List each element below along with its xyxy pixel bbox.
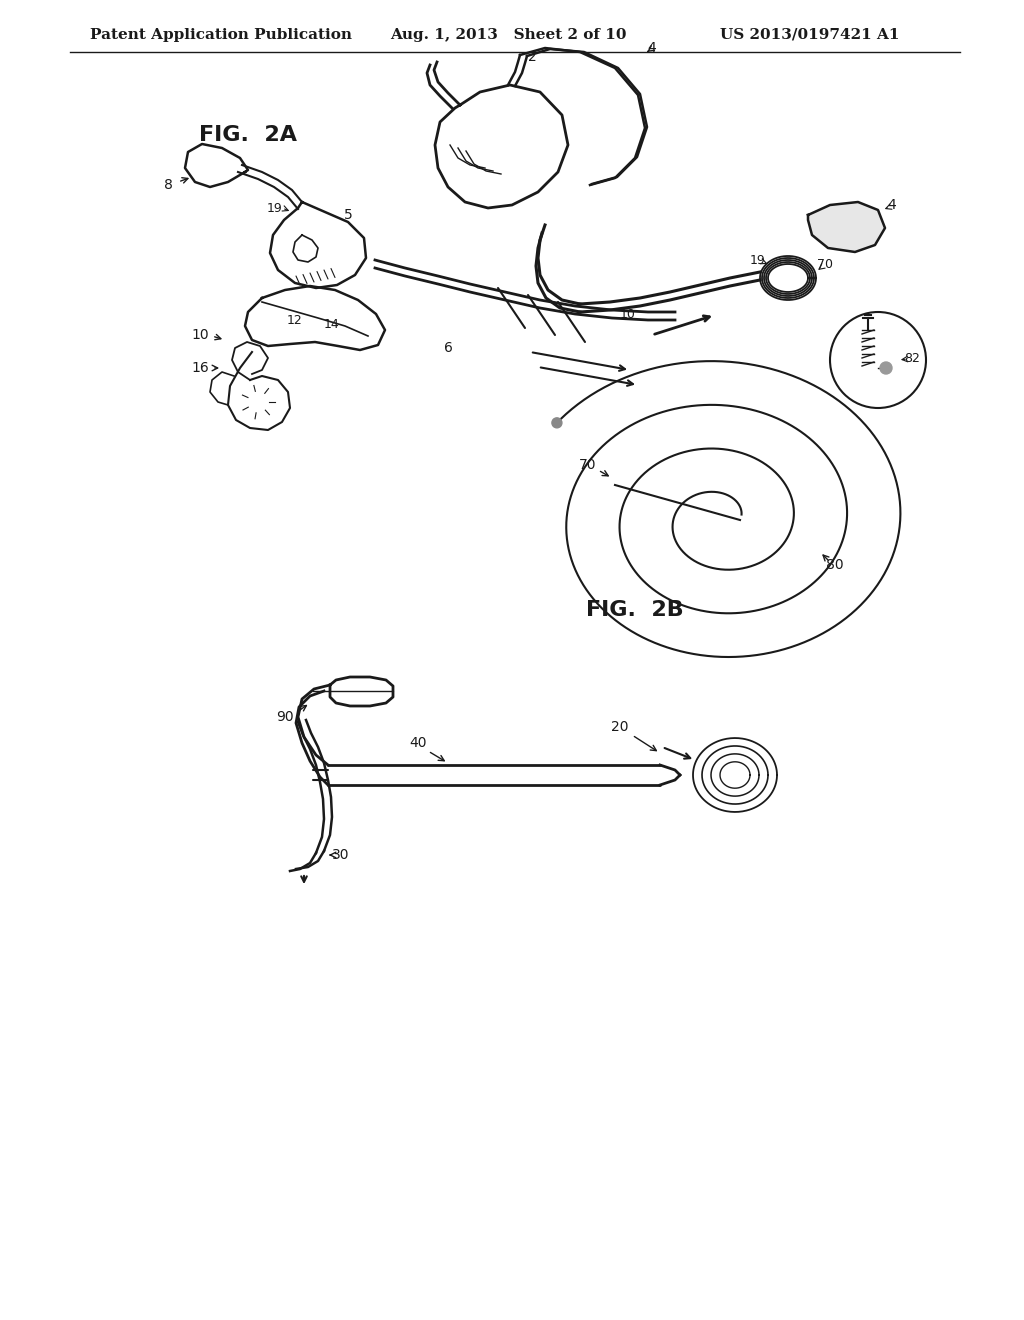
Polygon shape — [808, 202, 885, 252]
Text: 12: 12 — [287, 314, 303, 326]
Text: 16: 16 — [191, 360, 209, 375]
Text: 82: 82 — [904, 351, 920, 364]
Text: 80: 80 — [826, 558, 844, 572]
Text: 19: 19 — [751, 253, 766, 267]
Circle shape — [880, 362, 892, 374]
Text: 10: 10 — [621, 308, 636, 321]
Text: US 2013/0197421 A1: US 2013/0197421 A1 — [720, 28, 899, 42]
Text: 4: 4 — [888, 198, 896, 213]
Text: 19: 19 — [267, 202, 283, 214]
Text: 20: 20 — [611, 719, 629, 734]
Text: 6: 6 — [443, 341, 453, 355]
Text: 30: 30 — [332, 847, 350, 862]
Text: 40: 40 — [410, 737, 427, 750]
Text: 90: 90 — [276, 710, 294, 723]
Text: Patent Application Publication: Patent Application Publication — [90, 28, 352, 42]
Text: 70: 70 — [817, 259, 833, 272]
Circle shape — [552, 418, 562, 428]
Text: Aug. 1, 2013   Sheet 2 of 10: Aug. 1, 2013 Sheet 2 of 10 — [390, 28, 627, 42]
Text: FIG.  2B: FIG. 2B — [586, 601, 684, 620]
Text: FIG.  2A: FIG. 2A — [199, 125, 297, 145]
Text: 2: 2 — [527, 50, 537, 63]
Text: 10: 10 — [191, 327, 209, 342]
Text: 4: 4 — [647, 41, 656, 55]
Text: 5: 5 — [344, 209, 352, 222]
Text: 70: 70 — [580, 458, 597, 473]
Text: 14: 14 — [325, 318, 340, 330]
Text: 8: 8 — [164, 178, 172, 191]
